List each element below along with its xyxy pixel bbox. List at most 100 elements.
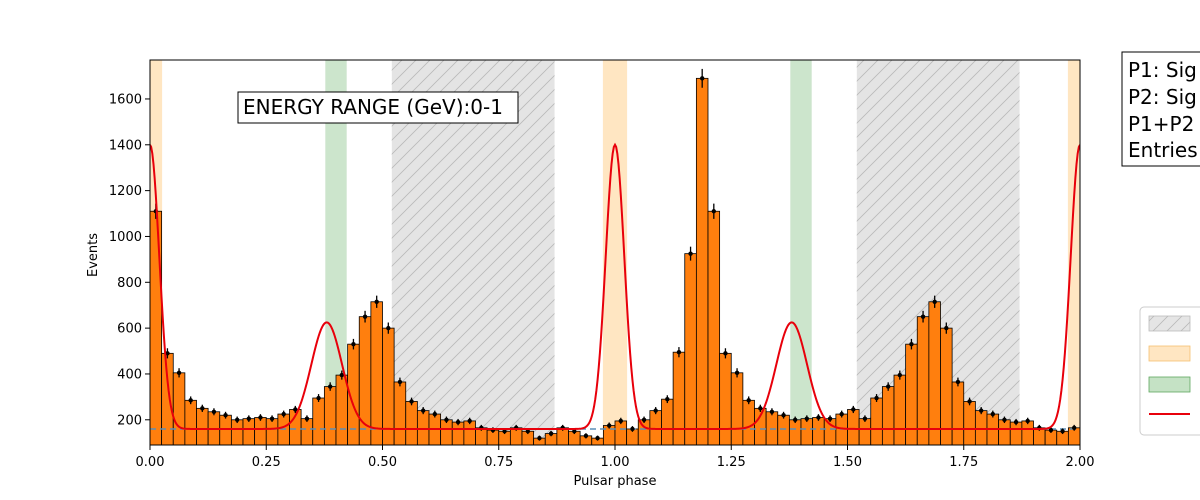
data-point	[665, 396, 670, 402]
x-tick-label: 1.00	[601, 455, 630, 470]
histogram-bar	[661, 398, 674, 445]
histogram-bar	[405, 401, 418, 445]
data-point	[432, 411, 438, 417]
histogram-bar	[1150, 438, 1162, 445]
data-point	[362, 314, 368, 319]
x-tick-label: 2.00	[1066, 455, 1095, 470]
histogram-bar	[847, 409, 860, 445]
y-axis-label: Events	[86, 233, 101, 277]
data-point	[897, 372, 903, 378]
data-point	[1071, 425, 1077, 431]
data-point	[223, 413, 228, 418]
data-point	[734, 370, 740, 376]
histogram-bar	[150, 210, 163, 445]
data-point	[595, 435, 600, 441]
data-point	[281, 411, 286, 417]
histogram-bar	[707, 210, 721, 445]
x-axis: 0.00 0.25 0.50 0.75 1.00 1.25 1.50 1.75 2.00	[136, 445, 1095, 470]
histogram-bar	[788, 419, 802, 445]
y-tick-label: 600	[117, 322, 142, 337]
histogram-bar	[1009, 421, 1023, 445]
histogram-bar	[940, 327, 953, 445]
data-point	[444, 417, 449, 422]
data-point	[862, 416, 868, 421]
histogram-bar	[893, 374, 907, 445]
legend-hatch	[1149, 316, 1190, 331]
histogram-bar	[382, 327, 395, 445]
data-point	[978, 408, 984, 413]
histogram-bar	[440, 419, 453, 445]
data-point	[211, 409, 217, 414]
x-tick-label: 1.50	[833, 455, 862, 470]
p2-region	[790, 60, 812, 445]
data-point	[176, 370, 182, 376]
data-point	[653, 408, 658, 413]
histogram-bar	[463, 420, 476, 445]
y-tick-label: 200	[117, 413, 142, 428]
histogram-bar	[637, 419, 651, 445]
data-point	[641, 417, 647, 422]
data-point	[676, 349, 682, 355]
histogram-bar	[1021, 420, 1034, 445]
data-point	[397, 379, 403, 385]
data-point	[1153, 436, 1157, 440]
data-point	[1060, 429, 1065, 434]
histogram-bar	[800, 418, 814, 445]
x-tick-label: 0.00	[136, 455, 165, 470]
error-bars	[153, 68, 1157, 441]
data-point	[583, 433, 589, 439]
histogram-bar	[184, 399, 197, 445]
histogram-bar	[254, 417, 267, 445]
data-point	[746, 398, 751, 403]
data-point	[1107, 431, 1111, 435]
legend-p2-swatch	[1148, 376, 1191, 393]
data-point	[839, 411, 844, 417]
data-point	[502, 429, 507, 434]
x-tick-label: 0.50	[368, 455, 397, 470]
stats-line-3: P1+P2	[1128, 112, 1194, 136]
data-point	[467, 418, 472, 424]
histogram-bar	[672, 351, 686, 445]
data-point	[455, 419, 461, 425]
data-point	[944, 325, 949, 331]
data-point	[630, 426, 635, 432]
histogram-bar	[695, 77, 709, 445]
histogram-bar	[951, 381, 965, 445]
y-axis: 200 400 600 800 1000 1200 1400 1600	[109, 92, 150, 428]
data-point	[246, 416, 252, 421]
data-point	[606, 423, 612, 428]
data-point	[885, 384, 891, 389]
histogram-bar	[870, 397, 883, 445]
data-point	[327, 384, 333, 389]
data-point	[548, 431, 554, 436]
histogram-bar	[1092, 438, 1104, 445]
histogram-bar	[614, 420, 628, 445]
data-point	[932, 299, 937, 304]
data-point	[758, 406, 763, 411]
data-point	[165, 351, 170, 356]
histogram-bar	[370, 301, 383, 445]
histogram-bar	[1138, 436, 1150, 445]
histogram-bar	[393, 381, 407, 445]
data-point	[258, 415, 263, 420]
data-point	[1002, 417, 1007, 422]
data-point	[711, 209, 717, 214]
data-point	[1118, 426, 1122, 430]
data-point	[955, 379, 961, 385]
y-tick-label: 400	[117, 367, 142, 382]
energy-range-text: ENERGY RANGE (GeV):0-1	[243, 95, 503, 119]
data-point	[920, 314, 926, 319]
stats-line-2: P2: Sig	[1128, 85, 1197, 109]
histogram-bar	[161, 352, 174, 445]
p1-region	[602, 60, 628, 445]
histogram-bar	[300, 418, 314, 445]
data-point	[1084, 429, 1088, 433]
legend	[1139, 306, 1200, 436]
x-tick-label: 1.25	[717, 455, 746, 470]
data-point	[1048, 427, 1054, 433]
histogram-bar	[1079, 430, 1080, 445]
p1-region	[1067, 60, 1080, 445]
data-point	[816, 415, 821, 420]
data-point	[525, 429, 531, 434]
fit-line	[150, 142, 1080, 430]
